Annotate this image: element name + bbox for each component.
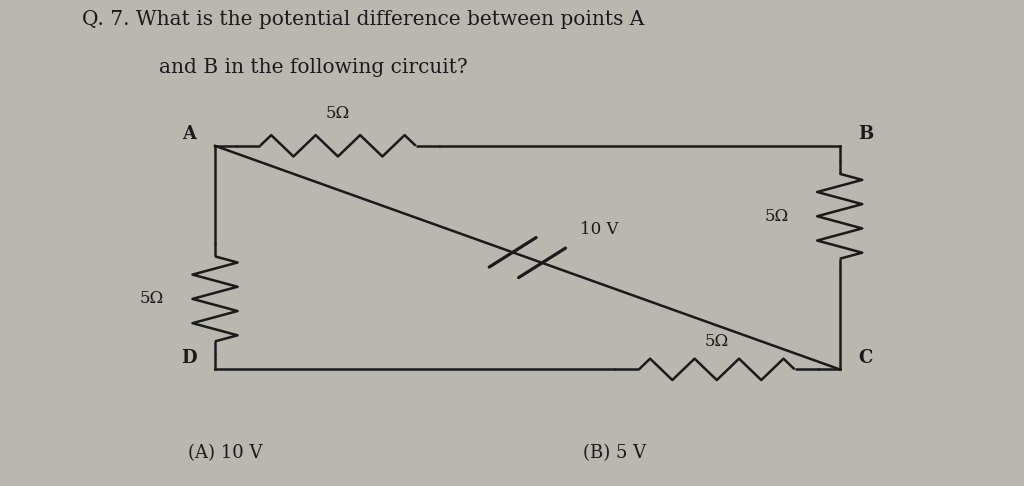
Text: 10 V: 10 V [580, 221, 618, 238]
Text: C: C [858, 349, 872, 367]
Text: (B) 5 V: (B) 5 V [583, 444, 646, 462]
Text: 5Ω: 5Ω [139, 291, 164, 307]
Text: 5Ω: 5Ω [705, 333, 729, 350]
Text: (A) 10 V: (A) 10 V [188, 444, 262, 462]
Text: 5Ω: 5Ω [764, 208, 788, 225]
Text: A: A [182, 125, 197, 143]
Text: and B in the following circuit?: and B in the following circuit? [159, 58, 468, 77]
Text: B: B [858, 125, 873, 143]
Text: D: D [181, 349, 197, 367]
Text: Q. 7. What is the potential difference between points A: Q. 7. What is the potential difference b… [82, 10, 644, 29]
Text: 5Ω: 5Ω [326, 104, 350, 122]
